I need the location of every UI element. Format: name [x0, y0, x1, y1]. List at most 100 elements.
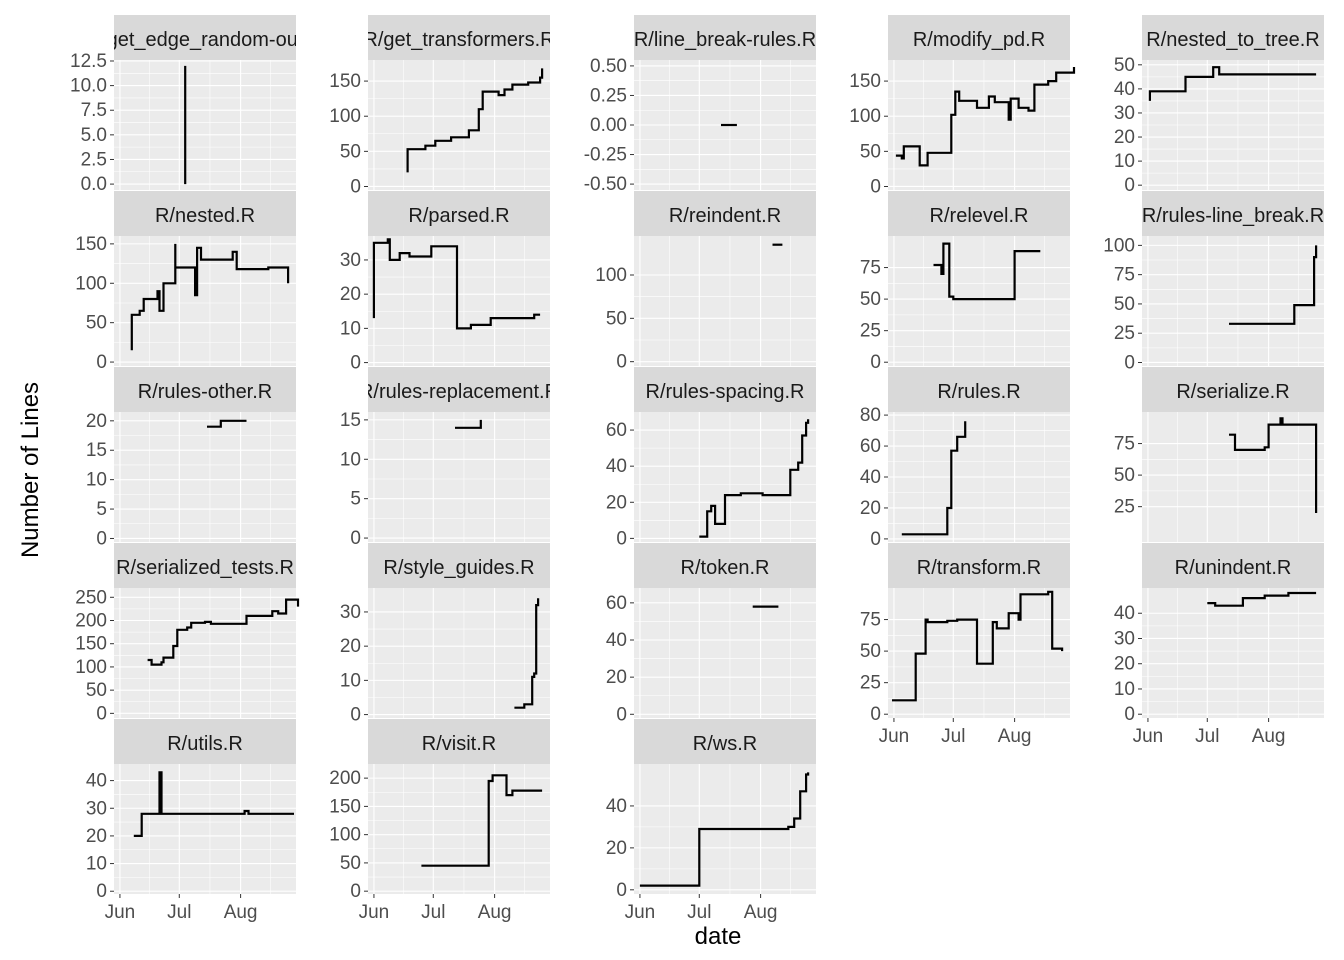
- facet-strip: [368, 719, 550, 764]
- facet-panel-r-reindent-r: R/reindent.R 0 50 100: [595, 191, 816, 373]
- y-tick-label: 0: [96, 881, 107, 902]
- facet-strip: [634, 543, 816, 588]
- series-line-r-rules-r: [901, 421, 967, 536]
- facet-panel-r-rules-spacing-r: R/rules-spacing.R 0 20 40 60: [606, 367, 816, 549]
- x-tick-label: Jun: [879, 726, 910, 747]
- y-tick-label: 80: [860, 405, 881, 426]
- panel-background: [114, 412, 296, 542]
- y-tick-label: 0: [616, 880, 627, 901]
- y-tick-label: -0.25: [584, 145, 627, 166]
- y-tick-label: 25: [1114, 323, 1135, 344]
- y-tick-label: 50: [606, 308, 627, 329]
- facet-strip-label: R/reindent.R: [669, 205, 781, 227]
- y-tick-label: 0.0: [81, 174, 107, 195]
- y-tick-label: 20: [1114, 654, 1135, 675]
- facet-panel-r-nested-r: R/nested.R 0 50 100 150: [75, 191, 296, 373]
- y-tick-label: 0.25: [590, 85, 627, 106]
- series-line-r-rules-other-r: [207, 419, 247, 428]
- series-line-r-transform-r: [892, 590, 1064, 702]
- y-tick-label: 100: [75, 657, 107, 678]
- facet-strip-label: R/nested.R: [155, 205, 255, 227]
- series-line-r-rules-replacement-r: [455, 419, 482, 429]
- panel-background: [368, 588, 550, 718]
- y-tick-label: 5: [350, 489, 361, 510]
- facet-panel-r-transform-r: R/transform.R 0 25 50 75 Jun Jul Aug: [860, 543, 1070, 747]
- series-line-r-style-guides-r: [514, 598, 540, 709]
- y-tick-label: 40: [606, 630, 627, 651]
- y-tick-label: 150: [329, 71, 361, 92]
- y-tick-label: 0: [350, 353, 361, 374]
- y-tick-label: 40: [606, 456, 627, 477]
- y-tick-label: 25: [860, 321, 881, 342]
- y-tick-label: 0: [870, 704, 881, 725]
- y-tick-label: 0: [616, 528, 627, 549]
- x-tick-label: Jul: [1195, 726, 1219, 747]
- facet-strip: [1142, 367, 1324, 412]
- y-tick-label: 20: [606, 838, 627, 859]
- y-tick-label: 150: [75, 634, 107, 655]
- facet-panel-r-serialize-r: R/serialize.R 25 50 75: [1114, 367, 1324, 542]
- facet-strip-label: R/serialized_tests.R: [116, 557, 294, 579]
- y-tick-label: 0: [870, 352, 881, 373]
- facet-strip-label: R/line_break-rules.R: [634, 29, 816, 51]
- facet-strip-label: R/rules-other.R: [138, 381, 273, 403]
- series-line-r-parsed-r: [372, 238, 541, 330]
- facet-strip: [114, 15, 296, 60]
- y-tick-label: 50: [340, 853, 361, 874]
- facet-strip: [368, 367, 550, 412]
- facet-strip: [114, 367, 296, 412]
- series-line-r-visit-r: [421, 774, 543, 867]
- y-tick-label: 100: [329, 106, 361, 127]
- panel-background: [888, 236, 1070, 366]
- facet-strip: [1142, 191, 1324, 236]
- facet-strip-label: R/rules-replacement.R: [359, 381, 559, 403]
- facet-strip-label: R/rules-line_break.R: [1142, 205, 1324, 227]
- y-tick-label: -0.50: [584, 174, 627, 195]
- y-tick-label: 0: [1124, 175, 1135, 196]
- y-tick-label: 25: [860, 673, 881, 694]
- y-tick-label: 150: [329, 796, 361, 817]
- y-tick-label: 0: [616, 704, 627, 725]
- y-tick-label: 100: [849, 106, 881, 127]
- y-tick-label: 50: [340, 141, 361, 162]
- facet-strip: [888, 15, 1070, 60]
- facet-strip-label: R/get_edge_random-out.R: [87, 29, 324, 51]
- y-tick-label: 0: [870, 529, 881, 550]
- y-tick-label: 50: [86, 313, 107, 334]
- y-tick-label: 25: [1114, 497, 1135, 518]
- facet-panel-r-modify-pd-r: R/modify_pd.R 0 50 100 150: [849, 15, 1076, 197]
- y-tick-label: 5: [96, 499, 107, 520]
- series-line-r-utils-r: [133, 771, 294, 837]
- y-tick-label: 50: [860, 641, 881, 662]
- y-tick-label: 10: [1114, 151, 1135, 172]
- y-tick-label: 10: [340, 670, 361, 691]
- series-line-r-rules-line-break-r: [1229, 245, 1318, 325]
- panel-background: [1142, 412, 1324, 542]
- facet-panel-r-line-break-rules-r: R/line_break-rules.R -0.50 -0.25 0.00 0.25 0.…: [584, 15, 816, 195]
- facet-panel-r-ws-r: R/ws.R 0 20 40 Jun Jul Aug: [606, 719, 816, 923]
- facet-panel-r-get-edge-random-out-r: R/get_edge_random-out.R 0.0 2.5 5.0 7.5 10.0 1…: [70, 15, 324, 195]
- y-tick-label: 60: [606, 593, 627, 614]
- y-tick-label: 30: [1114, 628, 1135, 649]
- y-tick-label: 50: [860, 141, 881, 162]
- y-tick-label: 75: [860, 258, 881, 279]
- y-tick-label: 0: [350, 176, 361, 197]
- x-tick-label: Jun: [105, 902, 136, 923]
- facet-panel-r-unindent-r: R/unindent.R 0 10 20 30 40 Jun Jul Aug: [1114, 543, 1324, 747]
- x-tick-label: Aug: [744, 902, 778, 923]
- y-tick-label: 30: [86, 798, 107, 819]
- y-tick-label: 40: [606, 796, 627, 817]
- x-tick-label: Jun: [359, 902, 390, 923]
- y-tick-label: 0: [350, 881, 361, 902]
- facet-strip: [114, 191, 296, 236]
- series-line-r-unindent-r: [1207, 591, 1317, 607]
- series-line-r-nested-to-tree-r: [1148, 66, 1317, 101]
- y-tick-label: 20: [86, 826, 107, 847]
- panel-background: [114, 236, 296, 366]
- facet-strip-label: R/modify_pd.R: [913, 29, 1045, 51]
- y-tick-label: 50: [1114, 465, 1135, 486]
- x-tick-label: Aug: [478, 902, 512, 923]
- series-line-r-relevel-r: [933, 242, 1041, 301]
